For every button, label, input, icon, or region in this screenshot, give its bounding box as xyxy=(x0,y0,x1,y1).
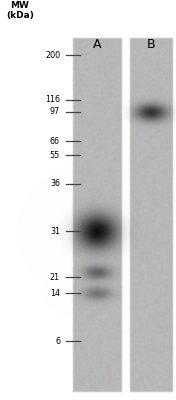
Text: 66: 66 xyxy=(50,136,60,146)
Text: MW: MW xyxy=(11,1,29,10)
Text: 6: 6 xyxy=(55,336,60,346)
Text: 55: 55 xyxy=(50,150,60,160)
Text: 14: 14 xyxy=(50,288,60,298)
Text: (kDa): (kDa) xyxy=(6,11,34,20)
Text: 200: 200 xyxy=(45,50,60,60)
Text: 97: 97 xyxy=(50,108,60,116)
Text: 36: 36 xyxy=(50,180,60,188)
Text: A: A xyxy=(93,38,101,50)
Text: 31: 31 xyxy=(50,226,60,236)
Text: B: B xyxy=(147,38,155,50)
Text: 116: 116 xyxy=(45,96,60,104)
Text: 21: 21 xyxy=(50,272,60,282)
